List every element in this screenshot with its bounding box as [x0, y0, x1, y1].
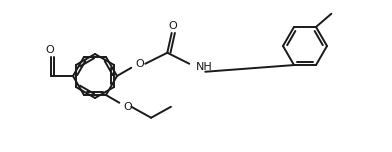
Text: O: O: [123, 102, 132, 112]
Text: O: O: [135, 59, 144, 69]
Text: O: O: [168, 21, 177, 31]
Text: O: O: [45, 45, 54, 55]
Text: NH: NH: [196, 62, 213, 72]
